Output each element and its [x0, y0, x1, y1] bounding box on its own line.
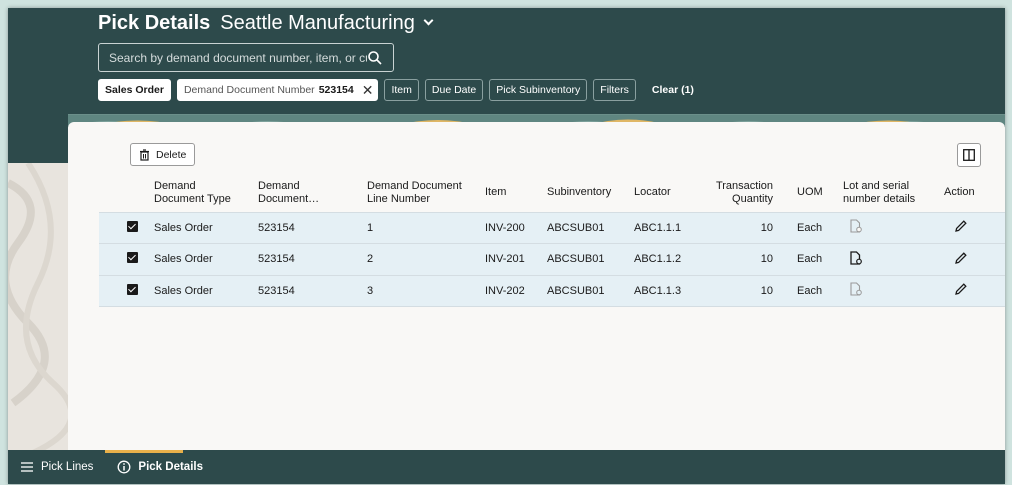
info-icon — [117, 460, 131, 474]
header-subinventory[interactable]: Subinventory — [547, 186, 612, 199]
side-decoration — [8, 161, 75, 456]
cell-quantity: 10 — [701, 243, 793, 275]
list-icon — [21, 462, 33, 472]
filter-bar: Sales Order Demand Document Number 52315… — [98, 79, 694, 101]
search-input[interactable]: Search by demand document number, item, … — [98, 43, 394, 72]
cell-doc-number: 523154 — [254, 211, 363, 244]
table-header-row: Demand Document Type Demand Document… Dema… — [99, 174, 1005, 212]
header-uom[interactable]: UOM — [797, 186, 823, 199]
delete-label: Delete — [156, 148, 187, 161]
clear-filters-link[interactable]: Clear (1) — [651, 84, 694, 96]
table-row[interactable]: Sales Order 523154 3 INV-202 ABCSUB01 AB… — [99, 274, 1005, 307]
cell-quantity: 10 — [701, 211, 793, 244]
tab-pick-lines[interactable]: Pick Lines — [8, 450, 105, 484]
tab-label: Pick Details — [138, 461, 203, 473]
header-line-number[interactable]: Demand Document Line Number — [367, 179, 462, 205]
table-row[interactable]: Sales Order 523154 2 INV-201 ABCSUB01 AB… — [99, 243, 1005, 275]
columns-icon — [963, 149, 975, 161]
column-layout-button[interactable] — [957, 143, 981, 167]
cell-quantity: 10 — [701, 274, 793, 307]
organization-selector[interactable]: Seattle Manufacturing — [220, 12, 434, 35]
cell-subinventory: ABCSUB01 — [543, 211, 630, 244]
close-icon[interactable]: ✕ — [361, 81, 374, 98]
filter-label: Demand Document Number — [183, 84, 315, 96]
cell-uom: Each — [793, 274, 839, 307]
pick-details-table: Demand Document Type Demand Document… Dema… — [99, 174, 1005, 307]
search-icon[interactable] — [367, 50, 383, 66]
header-doc-type[interactable]: Demand Document Type — [154, 179, 231, 205]
cell-uom: Each — [793, 243, 839, 275]
header-locator[interactable]: Locator — [634, 186, 671, 199]
cell-subinventory: ABCSUB01 — [543, 243, 630, 275]
filter-value: 523154 — [318, 84, 354, 96]
header-action: Action — [944, 186, 975, 199]
cell-item: INV-201 — [481, 243, 543, 275]
cell-subinventory: ABCSUB01 — [543, 274, 630, 307]
cell-doc-type: Sales Order — [150, 274, 254, 307]
edit-pencil-icon[interactable] — [954, 282, 968, 296]
chevron-down-icon — [423, 15, 434, 26]
cell-uom: Each — [793, 211, 839, 244]
organization-name: Seattle Manufacturing — [220, 12, 415, 34]
demand-document-number-chip[interactable]: Demand Document Number 523154 ✕ — [176, 79, 379, 101]
cell-line-number: 1 — [363, 211, 481, 244]
cell-line-number: 3 — [363, 274, 481, 307]
app-window: Pick Details Seattle Manufacturing Searc… — [8, 8, 1005, 484]
tab-pick-details[interactable]: Pick Details — [105, 450, 215, 484]
header-lot-serial: Lot and serial number details — [843, 179, 916, 205]
page-header: Pick Details Seattle Manufacturing — [98, 12, 434, 35]
cell-line-number: 2 — [363, 243, 481, 275]
header-item[interactable]: Item — [485, 186, 507, 199]
cell-item: INV-200 — [481, 211, 543, 244]
cell-locator: ABC1.1.2 — [630, 243, 701, 275]
cell-item: INV-202 — [481, 274, 543, 307]
bottom-navigation: Pick Lines Pick Details — [8, 450, 1005, 484]
cell-doc-number: 523154 — [254, 243, 363, 275]
due-date-filter-chip[interactable]: Due Date — [424, 79, 484, 101]
edit-pencil-icon[interactable] — [954, 251, 968, 265]
tab-label: Pick Lines — [41, 461, 94, 473]
pick-subinventory-filter-chip[interactable]: Pick Subinventory — [489, 79, 588, 101]
row-checkbox[interactable] — [127, 283, 138, 295]
row-checkbox[interactable] — [127, 220, 138, 232]
content-panel: Delete Demand Document Type Dema — [68, 122, 1005, 450]
item-filter-chip[interactable]: Item — [384, 79, 419, 101]
delete-button[interactable]: Delete — [130, 143, 196, 166]
cell-doc-type: Sales Order — [150, 243, 254, 275]
row-checkbox[interactable] — [127, 252, 138, 264]
cell-doc-number: 523154 — [254, 274, 363, 307]
cell-locator: ABC1.1.1 — [630, 211, 701, 244]
cell-locator: ABC1.1.3 — [630, 274, 701, 307]
edit-pencil-icon[interactable] — [954, 219, 968, 233]
select-column-header — [99, 174, 150, 212]
table-row[interactable]: Sales Order 523154 1 INV-200 ABCSUB01 AB… — [99, 211, 1005, 244]
search-placeholder: Search by demand document number, item, … — [109, 50, 367, 65]
header-doc-number[interactable]: Demand Document… — [258, 179, 320, 205]
page-title: Pick Details — [98, 12, 211, 34]
lot-serial-document-icon[interactable] — [849, 282, 863, 296]
filters-button[interactable]: Filters — [593, 79, 636, 101]
lot-serial-document-icon[interactable] — [849, 251, 863, 265]
sales-order-chip[interactable]: Sales Order — [98, 79, 171, 101]
lot-serial-document-icon[interactable] — [849, 219, 863, 233]
cell-doc-type: Sales Order — [150, 211, 254, 244]
header-quantity[interactable]: Transaction Quantity — [715, 179, 773, 205]
trash-icon — [140, 148, 149, 161]
